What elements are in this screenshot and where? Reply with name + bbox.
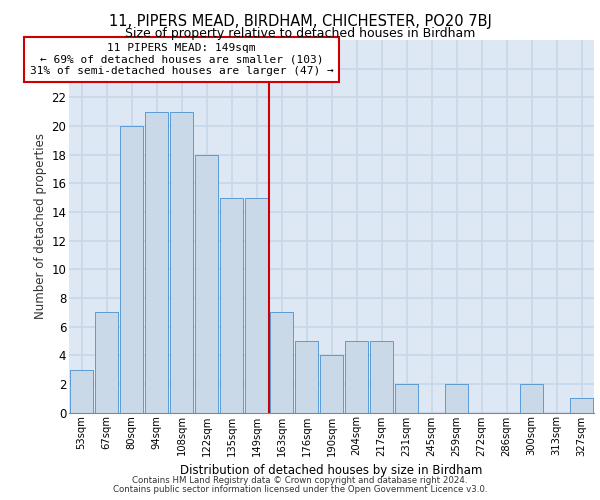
Y-axis label: Number of detached properties: Number of detached properties — [34, 133, 47, 320]
Bar — [320, 355, 343, 412]
Bar — [245, 198, 268, 412]
Bar — [220, 198, 244, 412]
Text: Size of property relative to detached houses in Birdham: Size of property relative to detached ho… — [125, 28, 475, 40]
Bar — [445, 384, 469, 412]
Bar — [170, 112, 193, 412]
Bar — [395, 384, 418, 412]
Bar — [370, 341, 394, 412]
Bar — [295, 341, 319, 412]
Text: Contains public sector information licensed under the Open Government Licence v3: Contains public sector information licen… — [113, 484, 487, 494]
Bar — [344, 341, 368, 412]
Text: 11 PIPERS MEAD: 149sqm
← 69% of detached houses are smaller (103)
31% of semi-de: 11 PIPERS MEAD: 149sqm ← 69% of detached… — [29, 43, 334, 76]
Bar — [269, 312, 293, 412]
Bar — [520, 384, 544, 412]
Text: Contains HM Land Registry data © Crown copyright and database right 2024.: Contains HM Land Registry data © Crown c… — [132, 476, 468, 485]
Bar — [569, 398, 593, 412]
X-axis label: Distribution of detached houses by size in Birdham: Distribution of detached houses by size … — [181, 464, 482, 477]
Text: 11, PIPERS MEAD, BIRDHAM, CHICHESTER, PO20 7BJ: 11, PIPERS MEAD, BIRDHAM, CHICHESTER, PO… — [109, 14, 491, 29]
Bar — [95, 312, 118, 412]
Bar — [145, 112, 169, 412]
Bar — [119, 126, 143, 412]
Bar — [70, 370, 94, 412]
Bar — [194, 154, 218, 412]
